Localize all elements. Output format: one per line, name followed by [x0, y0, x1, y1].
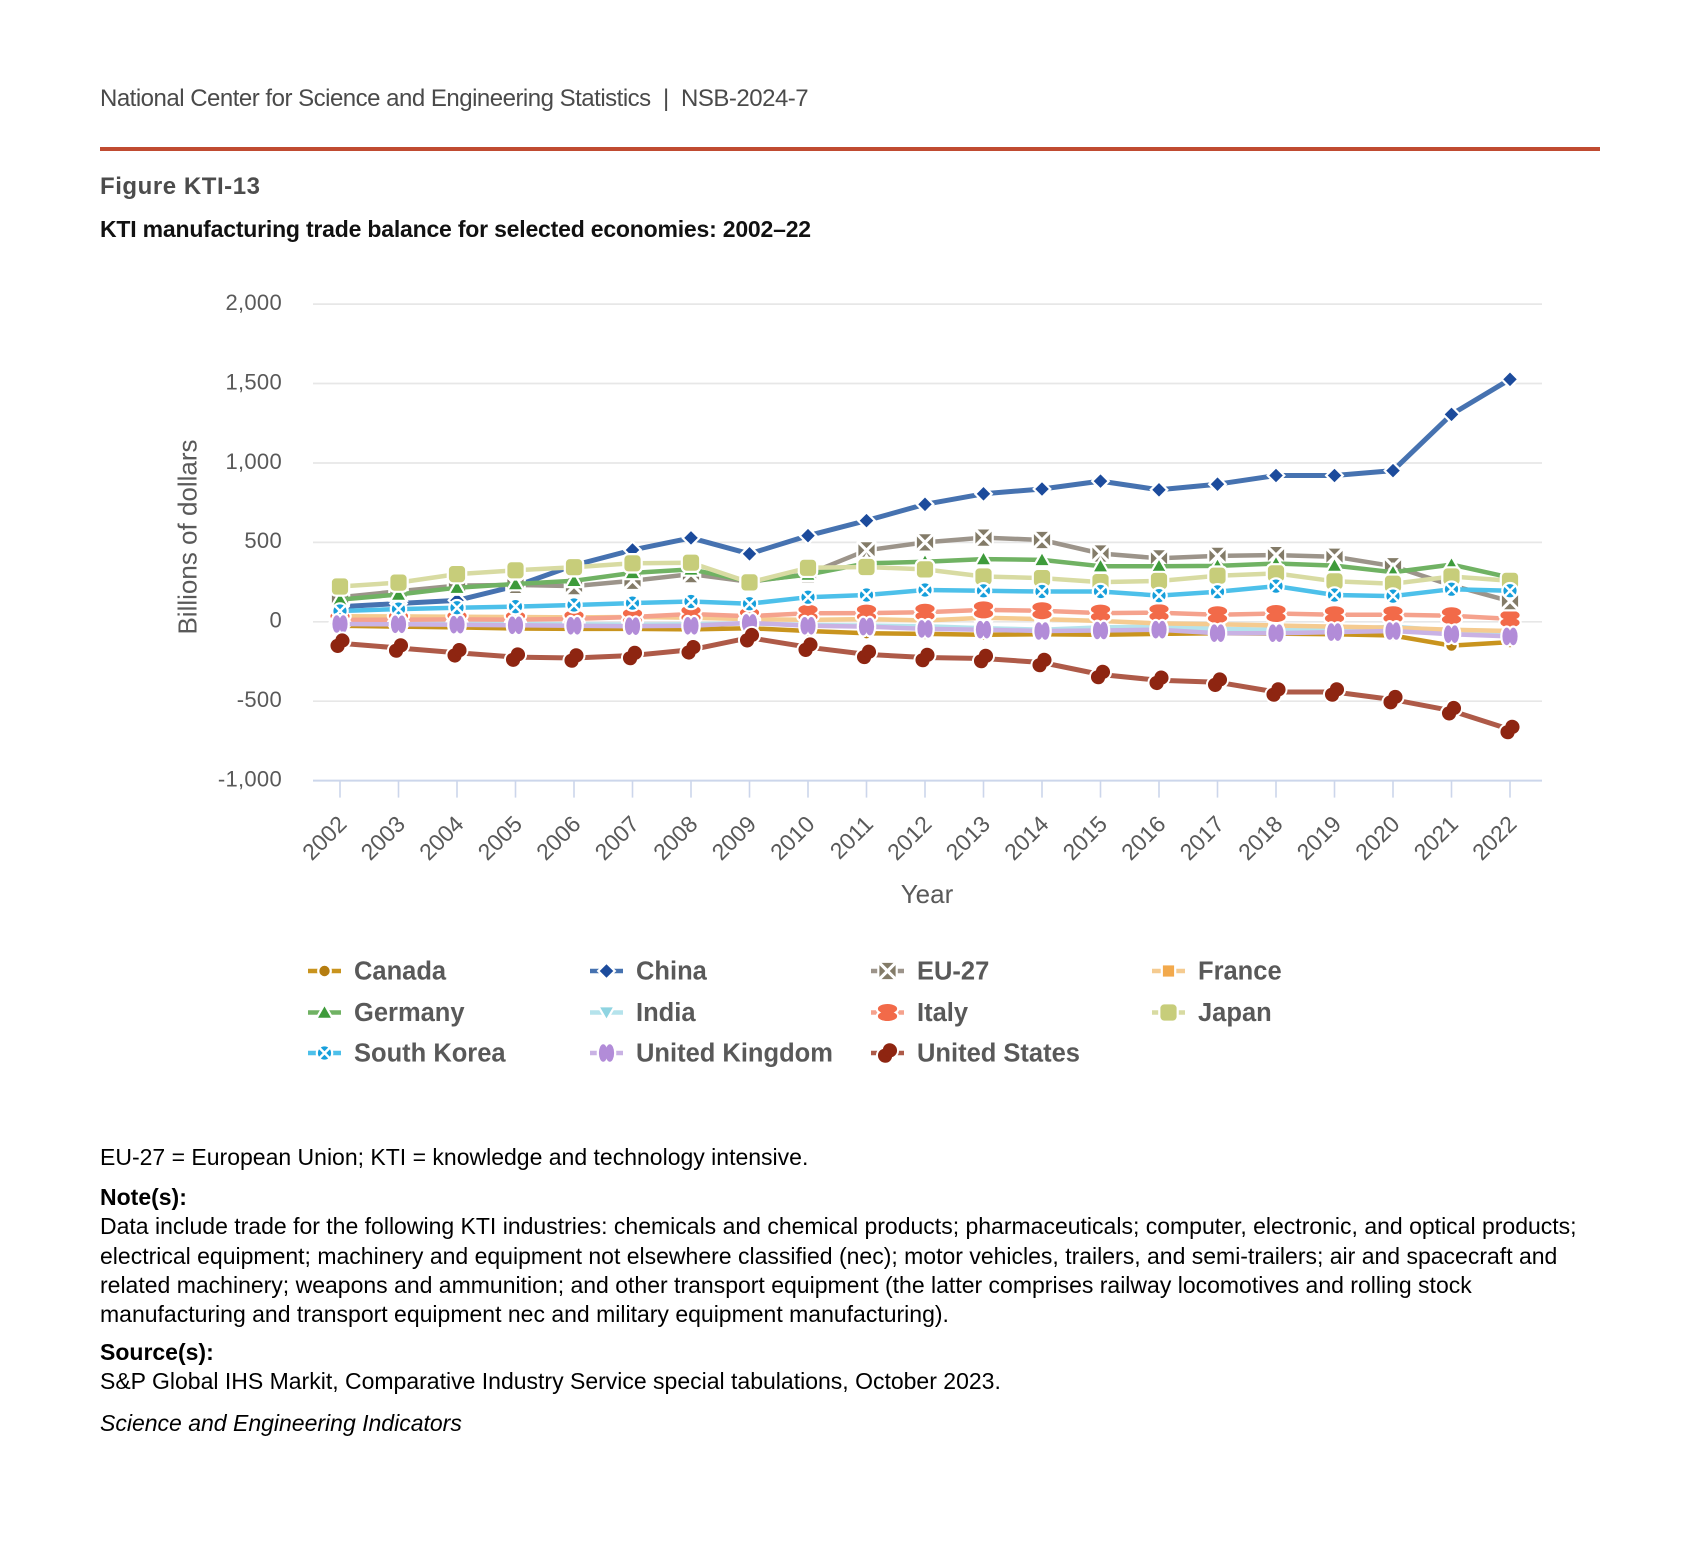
svg-text:2022: 2022: [1467, 811, 1522, 866]
svg-text:United States: United States: [917, 1040, 1080, 1068]
svg-text:1,500: 1,500: [225, 369, 282, 394]
svg-text:0: 0: [269, 608, 282, 633]
svg-text:2009: 2009: [706, 811, 761, 866]
svg-text:China: China: [636, 958, 708, 986]
svg-text:2011: 2011: [825, 811, 878, 864]
svg-text:1,000: 1,000: [225, 449, 282, 474]
svg-text:-500: -500: [237, 687, 282, 712]
svg-text:2017: 2017: [1174, 811, 1229, 866]
svg-text:2005: 2005: [472, 811, 527, 866]
svg-text:2008: 2008: [648, 811, 703, 866]
svg-text:500: 500: [244, 528, 282, 553]
svg-text:EU-27: EU-27: [917, 958, 989, 986]
svg-text:Canada: Canada: [354, 958, 447, 986]
svg-text:India: India: [636, 999, 696, 1027]
svg-text:2020: 2020: [1350, 811, 1405, 866]
svg-text:2003: 2003: [355, 811, 410, 866]
svg-text:Japan: Japan: [1198, 999, 1272, 1027]
svg-text:2002: 2002: [297, 811, 352, 866]
svg-text:2012: 2012: [882, 811, 937, 866]
svg-text:Italy: Italy: [917, 999, 969, 1027]
svg-text:2014: 2014: [999, 811, 1054, 866]
svg-text:United Kingdom: United Kingdom: [636, 1040, 833, 1068]
svg-text:2006: 2006: [531, 811, 586, 866]
svg-text:2016: 2016: [1116, 811, 1171, 866]
svg-text:2018: 2018: [1233, 811, 1288, 866]
svg-text:2007: 2007: [589, 811, 644, 866]
svg-text:2004: 2004: [414, 811, 469, 866]
svg-text:2013: 2013: [940, 811, 995, 866]
svg-text:France: France: [1198, 958, 1282, 986]
svg-text:-1,000: -1,000: [218, 766, 282, 791]
svg-text:2015: 2015: [1057, 811, 1112, 866]
svg-text:Germany: Germany: [354, 999, 465, 1027]
svg-text:2010: 2010: [765, 811, 820, 866]
svg-text:2021: 2021: [1408, 811, 1463, 866]
svg-text:Year: Year: [901, 879, 954, 909]
svg-text:2,000: 2,000: [225, 290, 282, 315]
svg-text:Billions of dollars: Billions of dollars: [173, 439, 203, 634]
svg-text:South Korea: South Korea: [354, 1040, 506, 1068]
svg-text:2019: 2019: [1291, 811, 1346, 866]
